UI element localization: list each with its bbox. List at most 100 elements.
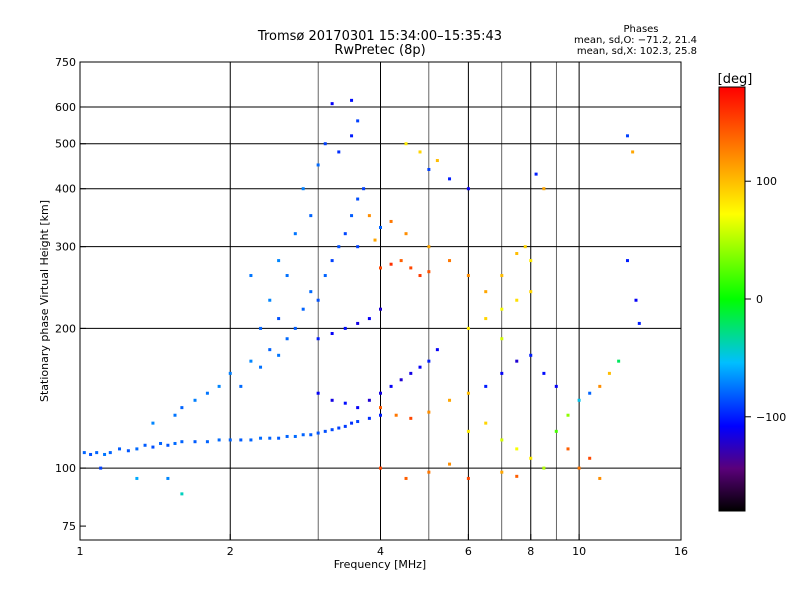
data-point <box>554 429 558 433</box>
data-point <box>637 321 641 325</box>
data-point <box>323 429 327 433</box>
data-point <box>399 259 403 263</box>
legend-line-x: mean, sd,X: 102.3, 25.8 <box>577 46 697 57</box>
data-point <box>173 413 177 417</box>
data-point <box>367 214 371 218</box>
data-point <box>343 424 347 428</box>
data-point <box>617 359 621 363</box>
data-point <box>542 371 546 375</box>
data-point <box>529 259 533 263</box>
data-point <box>159 441 163 445</box>
data-point <box>466 326 470 330</box>
y-tick-label: 100 <box>55 462 76 475</box>
data-point <box>239 438 243 442</box>
data-point <box>379 406 382 410</box>
data-point <box>542 187 546 191</box>
data-point <box>379 391 382 395</box>
data-point <box>337 426 341 430</box>
data-point <box>217 438 221 442</box>
data-point <box>259 436 263 440</box>
data-point <box>343 326 347 330</box>
data-point <box>625 134 629 138</box>
data-point <box>350 214 354 218</box>
data-point <box>427 245 431 249</box>
y-tick-label: 200 <box>55 322 76 335</box>
data-point <box>89 452 93 456</box>
data-point <box>379 266 382 270</box>
data-point <box>180 492 184 496</box>
data-point <box>515 298 519 302</box>
y-axis-ticks: 75 100 200 300 400 500 600 750 <box>55 56 86 533</box>
data-point <box>293 326 297 330</box>
data-point <box>394 413 398 417</box>
data-point <box>448 259 452 263</box>
data-point <box>554 384 558 388</box>
data-point <box>193 398 197 402</box>
data-point <box>435 348 439 352</box>
x-tick-label: 2 <box>227 545 234 558</box>
data-point <box>316 391 320 395</box>
data-point <box>151 445 155 449</box>
data-point <box>356 406 360 410</box>
data-point <box>249 438 253 442</box>
data-point <box>515 359 519 363</box>
data-point <box>427 270 431 274</box>
data-point <box>293 434 297 438</box>
data-point <box>367 398 371 402</box>
data-point <box>309 290 313 294</box>
legend-line-o: mean, sd,O: −71.2, 21.4 <box>574 35 697 46</box>
data-point <box>500 438 504 442</box>
data-point <box>448 177 452 181</box>
data-point <box>418 365 422 369</box>
data-point <box>166 476 170 480</box>
data-point <box>173 441 177 445</box>
data-point <box>634 298 638 302</box>
data-point <box>404 232 408 236</box>
colorbar <box>718 86 746 512</box>
data-point <box>534 172 538 176</box>
data-point <box>268 348 272 352</box>
data-point <box>259 365 263 369</box>
y-axis-label: Stationary phase Virtual Height [km] <box>38 200 51 402</box>
data-point <box>598 384 602 388</box>
data-point <box>427 470 431 474</box>
data-point <box>389 384 393 388</box>
x-tick-label: 8 <box>527 545 534 558</box>
data-point <box>301 187 305 191</box>
data-point <box>404 476 408 480</box>
data-point <box>239 384 243 388</box>
data-point <box>409 371 413 375</box>
data-point <box>180 440 184 444</box>
data-point <box>435 159 439 163</box>
data-point <box>118 447 122 451</box>
data-point <box>268 436 272 440</box>
data-point <box>193 440 197 444</box>
data-point <box>598 476 602 480</box>
data-point <box>205 440 209 444</box>
data-point <box>389 262 393 266</box>
data-point <box>135 447 139 451</box>
data-point <box>409 266 413 270</box>
data-point <box>362 187 366 191</box>
data-point <box>356 245 360 249</box>
x-tick-label: 16 <box>674 545 688 558</box>
data-point <box>330 102 334 106</box>
data-point <box>268 298 272 302</box>
data-point <box>448 398 452 402</box>
data-point <box>337 150 341 154</box>
data-point <box>448 462 452 466</box>
data-point <box>577 398 581 402</box>
data-point <box>356 197 360 201</box>
data-point <box>500 470 504 474</box>
chart-title: Tromsø 20170301 15:34:00–15:35:43 <box>257 29 502 44</box>
data-point <box>484 317 488 321</box>
data-point <box>588 456 592 460</box>
y-tick-label: 750 <box>55 56 76 69</box>
data-point <box>466 274 470 278</box>
data-point <box>135 476 139 480</box>
data-point <box>529 290 533 294</box>
data-point <box>466 429 470 433</box>
data-point <box>409 416 413 420</box>
data-point <box>515 474 519 478</box>
